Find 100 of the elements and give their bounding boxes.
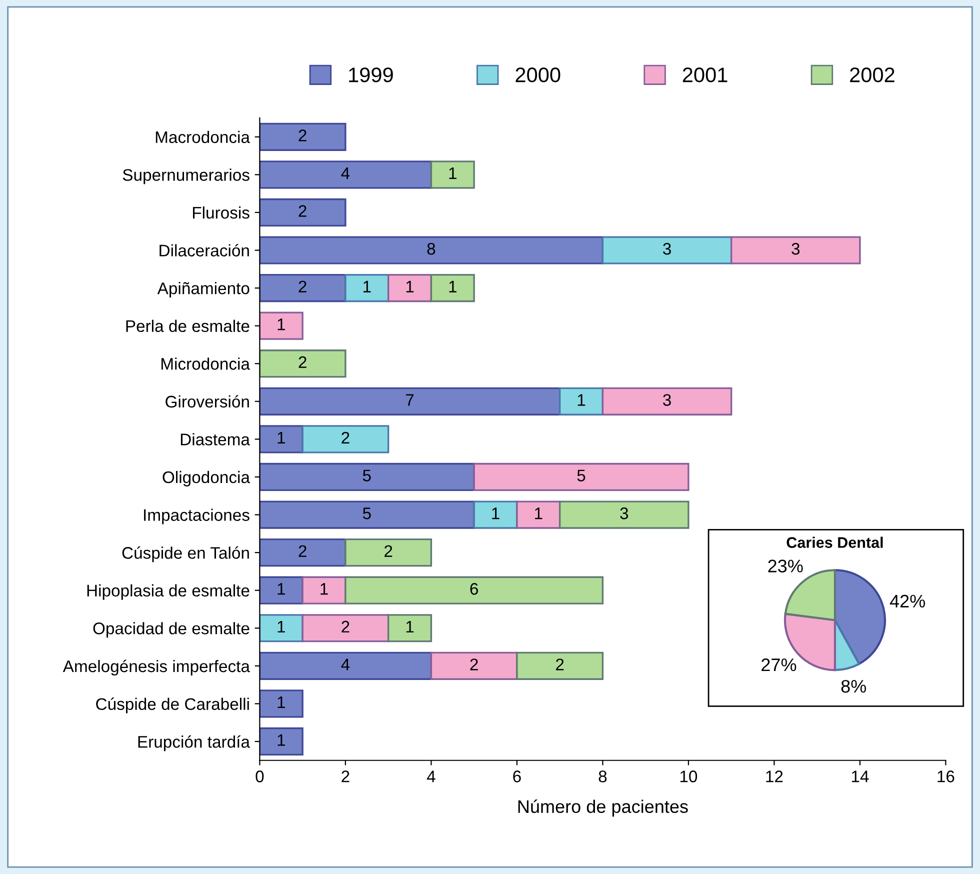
bar [558, 500, 690, 529]
data-label: 4 [341, 658, 350, 670]
data-label: 2 [298, 205, 306, 217]
x-tick-label: 6 [513, 770, 521, 782]
y-tick-label: Apiñamiento [157, 282, 250, 298]
bar [260, 576, 304, 604]
data-label: 2 [470, 658, 478, 670]
bar [260, 236, 604, 264]
x-tick-label: 2 [342, 770, 350, 782]
data-label: 1 [278, 734, 285, 746]
y-tick-label: Diastema [180, 433, 250, 446]
bar [260, 462, 475, 492]
data-label: 42% [890, 594, 925, 608]
bar [260, 500, 475, 529]
data-label: 5 [577, 470, 586, 482]
y-tick-label: Erupción tardía [138, 735, 250, 752]
data-label: 2 [298, 280, 306, 292]
y-tick-label: Cúspide de Carabelli [96, 698, 249, 714]
data-label: 4 [341, 168, 350, 179]
data-label: 3 [792, 242, 800, 255]
data-label: 3 [620, 507, 628, 520]
y-tick-label: Cúspide en Talón [122, 546, 249, 562]
bar [430, 274, 475, 302]
bar [260, 614, 304, 642]
bar [344, 274, 390, 302]
pie-slice [834, 569, 886, 665]
bar [260, 727, 304, 756]
bar [344, 538, 432, 567]
data-label: 1 [449, 280, 456, 292]
bar [473, 462, 690, 492]
y-tick-label: Macrodoncia [156, 130, 250, 144]
data-label: 7 [406, 394, 414, 406]
x-tick-label: 12 [766, 770, 783, 782]
data-label: 2 [298, 356, 306, 368]
legend-label: 2001 [682, 68, 728, 82]
data-label: 23% [768, 560, 803, 572]
bar [260, 122, 346, 151]
data-label: 1 [406, 620, 414, 632]
bar [260, 387, 561, 416]
data-label: 1 [578, 394, 586, 406]
bar [516, 500, 561, 529]
data-label: 3 [663, 242, 671, 255]
x-tick-label: 4 [426, 770, 436, 782]
y-tick-label: Oligodoncia [162, 470, 250, 486]
bar [602, 236, 732, 264]
data-label: 2 [298, 130, 306, 142]
y-tick-label: Impactaciones [144, 508, 250, 524]
legend-label: 2002 [850, 68, 894, 82]
bar [473, 500, 518, 529]
data-label: 2 [298, 545, 306, 557]
x-tick-label: 8 [598, 770, 607, 782]
bar [387, 614, 432, 642]
data-label: 2 [384, 545, 392, 557]
bar [730, 236, 861, 264]
data-label: 1 [364, 280, 371, 292]
bar [302, 576, 346, 604]
bar [260, 198, 346, 227]
data-label: 1 [278, 318, 285, 330]
data-label: 1 [278, 583, 285, 595]
bar [302, 425, 390, 454]
y-tick-label: Microdoncia [162, 358, 250, 370]
y-tick-label: Hipoplasia de esmalte [87, 584, 250, 600]
bar [430, 652, 518, 680]
data-label: 3 [663, 394, 671, 406]
data-label: 8 [427, 242, 436, 255]
bar [302, 614, 390, 642]
data-label: 1 [535, 508, 542, 520]
data-label: 5 [362, 470, 371, 482]
bar [344, 576, 604, 604]
data-label: 1 [492, 508, 500, 520]
x-tick-label: 16 [938, 770, 954, 782]
chart-title: Caries Dental [786, 536, 883, 548]
y-tick-label: Opacidad de esmalte [93, 622, 250, 638]
x-tick-label: 10 [680, 770, 698, 782]
data-label: 6 [470, 583, 478, 595]
bar [430, 160, 475, 189]
data-label: 1 [320, 583, 328, 595]
y-tick-label: Perla de esmalte [126, 320, 250, 332]
bar [260, 350, 346, 378]
data-label: 8% [841, 680, 866, 693]
bar [260, 274, 346, 302]
data-label: 27% [762, 658, 796, 672]
y-tick-label: Dilaceración [160, 244, 249, 256]
y-tick-label: Giroversión [166, 395, 249, 408]
data-label: 1 [278, 432, 285, 444]
bar [260, 425, 304, 454]
data-label: 1 [406, 280, 414, 292]
bar [260, 652, 432, 680]
legend-label: 1999 [349, 68, 393, 82]
data-label: 1 [278, 696, 285, 708]
bar [516, 652, 604, 680]
bar [387, 274, 432, 302]
bar [260, 312, 304, 340]
y-tick-label: Amelogénesis imperfecta [62, 660, 250, 676]
legend-label: 2000 [516, 68, 560, 82]
bar [260, 538, 346, 567]
x-tick-label: 0 [256, 770, 264, 782]
bar [602, 387, 732, 416]
data-label: 1 [449, 168, 456, 179]
bar [260, 160, 432, 189]
